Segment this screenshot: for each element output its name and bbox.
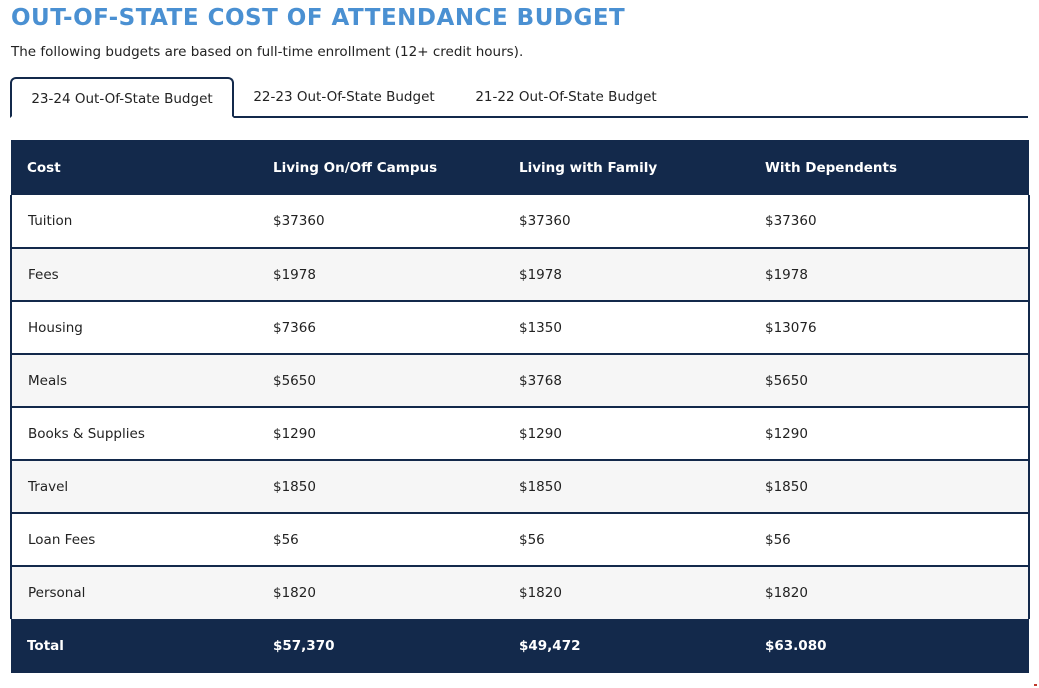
page-title: OUT-OF-STATE COST OF ATTENDANCE BUDGET: [11, 5, 626, 31]
total-value-living-on-off-campus: $57,370: [273, 638, 335, 654]
cell-value: $5650: [273, 372, 316, 389]
cell-value: $1978: [273, 266, 316, 283]
cell-value: $1978: [519, 266, 562, 283]
cell-value: $7366: [273, 319, 316, 336]
table-row: Meals $5650 $3768 $5650: [11, 354, 1029, 407]
cell-value: $1850: [519, 478, 562, 495]
cell-value: $1820: [519, 585, 562, 601]
total-label: Total: [27, 638, 64, 654]
cell-value: $56: [765, 531, 791, 548]
row-label: Tuition: [28, 213, 73, 229]
table-row: Personal $1820 $1820 $1820: [11, 566, 1029, 619]
row-label: Personal: [28, 585, 86, 601]
column-header-living-on-off-campus: Living On/Off Campus: [273, 159, 438, 176]
total-value-living-with-family: $49,472: [519, 638, 581, 654]
cell-value: $1820: [765, 585, 808, 601]
column-header-with-dependents: With Dependents: [765, 159, 897, 176]
table-row: Travel $1850 $1850 $1850: [11, 460, 1029, 513]
cell-value: $5650: [765, 372, 808, 389]
table-row: Loan Fees $56 $56 $56: [11, 513, 1029, 566]
table-total-row: Total $57,370 $49,472 $63.080: [11, 619, 1029, 673]
cell-value: $1820: [273, 585, 316, 601]
column-header-cost: Cost: [27, 159, 61, 176]
cell-value: $56: [273, 531, 299, 548]
row-label: Meals: [28, 372, 68, 389]
cell-value: $1350: [519, 319, 562, 336]
row-label: Fees: [28, 266, 59, 283]
cell-value: $1850: [273, 478, 316, 495]
row-label: Housing: [28, 319, 83, 336]
budget-tabs: 23-24 Out-Of-State Budget 22-23 Out-Of-S…: [10, 77, 1028, 118]
tab-21-22-budget[interactable]: 21-22 Out-Of-State Budget: [475, 89, 657, 105]
cell-value: $1290: [273, 425, 316, 442]
cell-value: $1850: [765, 478, 808, 495]
cell-value: $1290: [519, 425, 562, 442]
cell-value: $37360: [765, 213, 817, 229]
table-header-row: Cost Living On/Off Campus Living with Fa…: [11, 140, 1029, 195]
cell-value: $56: [519, 531, 545, 548]
budget-table: Cost Living On/Off Campus Living with Fa…: [10, 140, 1030, 673]
row-label: Travel: [28, 478, 69, 495]
total-value-with-dependents: $63.080: [765, 638, 827, 654]
cell-value: $37360: [273, 213, 325, 229]
cell-value: $1978: [765, 266, 808, 283]
corner-mark: [1034, 684, 1037, 686]
cell-value: $1290: [765, 425, 808, 442]
column-header-living-with-family: Living with Family: [519, 159, 658, 176]
cell-value: $13076: [765, 319, 817, 336]
tab-23-24-budget[interactable]: 23-24 Out-Of-State Budget: [10, 77, 234, 118]
page-subtitle: The following budgets are based on full-…: [11, 44, 524, 60]
cell-value: $37360: [519, 213, 571, 229]
table-row: Fees $1978 $1978 $1978: [11, 248, 1029, 301]
table-row: Tuition $37360 $37360 $37360: [11, 195, 1029, 248]
table-row: Housing $7366 $1350 $13076: [11, 301, 1029, 354]
row-label: Books & Supplies: [28, 425, 145, 442]
tab-22-23-budget[interactable]: 22-23 Out-Of-State Budget: [253, 89, 435, 105]
table-row: Books & Supplies $1290 $1290 $1290: [11, 407, 1029, 460]
cell-value: $3768: [519, 372, 562, 389]
row-label: Loan Fees: [28, 531, 96, 548]
